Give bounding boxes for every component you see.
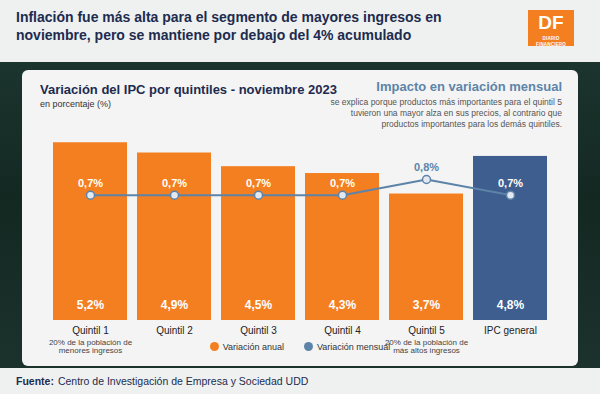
- svg-text:20% de la población demenores: 20% de la población demenores ingresos: [49, 338, 133, 355]
- svg-text:IPC general: IPC general: [484, 325, 537, 336]
- html-text:DF: DF: [538, 12, 564, 33]
- html-text:Inflación fue más alta para el: Inflación fue más alta para el segmento …: [16, 9, 442, 43]
- svg-text:0,7%: 0,7%: [330, 177, 355, 189]
- html-text:DIARIO FINANCIERO: DIARIO FINANCIERO: [536, 36, 566, 47]
- svg-text:4,3%: 4,3%: [329, 298, 357, 312]
- svg-text:0,7%: 0,7%: [498, 177, 523, 189]
- html-text:se explica porque productos má: se explica porque productos más importan…: [330, 97, 562, 129]
- svg-text:Quintil 2: Quintil 2: [156, 325, 193, 336]
- svg-text:Quintil 4: Quintil 4: [324, 325, 361, 336]
- html-text:en porcentaje (%): en porcentaje (%): [40, 99, 111, 109]
- svg-text:Quintil 1: Quintil 1: [72, 325, 109, 336]
- svg-text:4,8%: 4,8%: [497, 298, 525, 312]
- svg-text:20% de la población demás alto: 20% de la población demás altos ingresos: [385, 338, 469, 355]
- svg-text:4,5%: 4,5%: [245, 298, 273, 312]
- svg-text:Quintil 5: Quintil 5: [408, 325, 445, 336]
- svg-text:0,8%: 0,8%: [414, 161, 439, 173]
- html-text:Variación anual: Variación anual: [222, 342, 284, 352]
- svg-text:3,7%: 3,7%: [413, 298, 441, 312]
- svg-text:0,7%: 0,7%: [78, 177, 103, 189]
- svg-text:Quintil 3: Quintil 3: [240, 325, 277, 336]
- svg-text:0,7%: 0,7%: [162, 177, 187, 189]
- html-text:Variación del IPC por quintile: Variación del IPC por quintiles - noviem…: [40, 82, 337, 97]
- html-text:Impacto en variación mensual: Impacto en variación mensual: [376, 79, 562, 94]
- svg-text:4,9%: 4,9%: [161, 298, 189, 312]
- html-text:Fuente: Centro de Investigació: Fuente: Centro de Investigación de Empre…: [16, 375, 309, 387]
- html-text:Variación mensual: Variación mensual: [317, 342, 391, 352]
- svg-text:0,7%: 0,7%: [246, 177, 271, 189]
- svg-text:5,2%: 5,2%: [77, 298, 105, 312]
